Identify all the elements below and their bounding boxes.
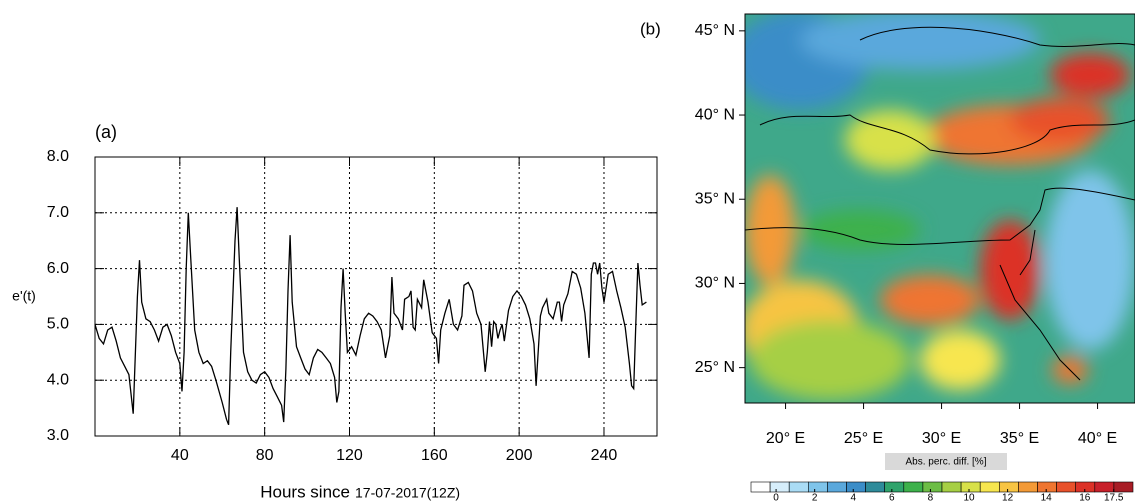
lat-label: 25° N — [695, 359, 735, 376]
x-tick-label: 240 — [591, 447, 618, 464]
colorbar-tick-label: 4 — [850, 493, 856, 503]
colorbar-box — [807, 481, 828, 493]
colorbar-tick-label: 2 — [812, 493, 818, 503]
y-tick-label: 7.0 — [47, 204, 69, 221]
y-axis-label: e'(t) — [12, 288, 36, 304]
y-tick-label: 4.0 — [47, 371, 69, 388]
y-tick-label: 6.0 — [47, 260, 69, 277]
colorbar-tick-label: 14 — [1041, 493, 1053, 503]
map-field — [745, 14, 1135, 403]
colorbar-box — [769, 481, 790, 493]
panel-label: (b) — [640, 19, 661, 38]
colorbar-tick-label: 16 — [1079, 493, 1091, 503]
colorbar-tick-label: 6 — [889, 493, 895, 503]
colorbar-box — [979, 481, 1000, 493]
x-axis-label-date: 17-07-2017(12Z) — [355, 485, 460, 501]
colorbar-tick-label: 17.5 — [1104, 493, 1124, 503]
colorbar-tick-label: 0 — [773, 493, 779, 503]
colorbar-tick-label: 12 — [1002, 493, 1014, 503]
colorbar-box — [903, 481, 924, 493]
x-tick-label: 40 — [171, 447, 189, 464]
panel-label: (a) — [95, 122, 117, 142]
y-tick-label: 3.0 — [47, 427, 69, 444]
colorbar-box — [1113, 481, 1134, 493]
colorbar-tick-label: 10 — [963, 493, 975, 503]
colorbar-box — [1094, 481, 1115, 493]
lon-label: 40° E — [1078, 430, 1117, 447]
colorbar-box — [998, 481, 1019, 493]
lon-label: 25° E — [844, 430, 883, 447]
colorbar-tick-label: 8 — [928, 493, 934, 503]
lon-label: 30° E — [922, 430, 961, 447]
colorbar-box — [750, 481, 771, 493]
colorbar-box — [884, 481, 905, 493]
map-frame — [744, 13, 1135, 404]
y-tick-label: 8.0 — [47, 148, 69, 165]
y-tick-label: 5.0 — [47, 316, 69, 333]
data-line — [94, 207, 647, 426]
colorbar-box — [1018, 481, 1038, 493]
lon-label: 20° E — [766, 430, 805, 447]
colorbar-box — [960, 481, 981, 493]
lat-label: 40° N — [695, 106, 735, 123]
lon-label: 35° E — [1000, 430, 1039, 447]
colorbar-label-box — [885, 453, 1007, 470]
lat-label: 45° N — [695, 22, 735, 39]
colorbar-box — [941, 481, 962, 493]
colorbar-box — [1037, 481, 1057, 493]
colorbar-box — [1056, 481, 1076, 493]
colorbar-box — [922, 481, 943, 493]
x-tick-label: 80 — [256, 447, 274, 464]
colorbar-label: Abs. perc. diff. [%] — [906, 457, 987, 468]
x-tick-label: 120 — [336, 447, 363, 464]
plot-frame — [94, 156, 658, 437]
x-axis-label: Hours since — [260, 482, 350, 501]
colorbar-box — [788, 481, 809, 493]
colorbar-box — [865, 481, 885, 493]
lat-label: 35° N — [695, 190, 735, 207]
colorbar-box — [827, 481, 847, 493]
x-tick-label: 200 — [506, 447, 533, 464]
x-tick-label: 160 — [421, 447, 448, 464]
lat-label: 30° N — [695, 275, 735, 292]
colorbar-box — [846, 481, 866, 493]
